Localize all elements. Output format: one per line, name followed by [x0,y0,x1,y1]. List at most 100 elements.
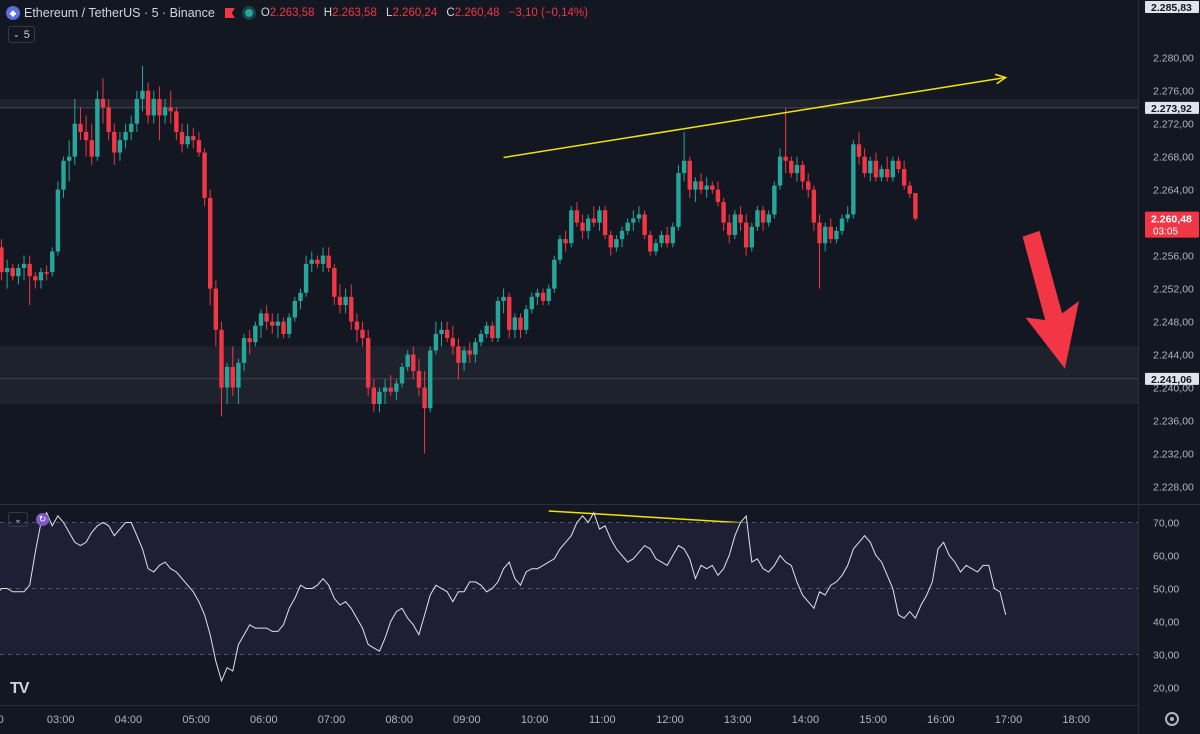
time-tick-label: 18:00 [1062,714,1090,726]
symbol-title[interactable]: Ethereum / TetherUS · 5 · Binance [24,6,215,20]
price-tick-label: 2.232,00 [1153,449,1194,461]
candle-body [806,181,811,190]
time-tick-label: 05:00 [182,714,210,726]
price-tick-label: 2.264,00 [1153,185,1194,197]
candle-body [614,239,619,248]
current-price-text: 2.260,48 [1151,214,1192,226]
candle-body [123,131,128,141]
open-value: 2.263,58 [269,7,315,19]
candle-body [557,239,563,260]
settings-gear-icon[interactable] [1165,712,1179,726]
candle-body [405,354,410,367]
candle-body [95,98,100,157]
candle-body [512,317,518,330]
price-label-support-text: 2.241,06 [1151,374,1192,386]
price-tick-label: 2.244,00 [1153,350,1194,362]
ethereum-icon: ◆ [6,6,20,20]
candle-body [247,338,252,343]
candle-body [856,144,862,157]
price-label-support: 2.241,06 [1145,372,1199,386]
price-zone-1 [0,346,1138,405]
flag-icon[interactable] [224,8,235,18]
chevron-down-icon[interactable]: ⌄ [8,512,28,527]
candle-body [33,276,38,281]
candle-body [659,235,664,244]
candle-body [428,350,433,409]
interval-toggle[interactable]: ⌄ 5 [8,26,35,43]
candle-body [326,255,331,268]
candle-body [834,230,839,240]
candle-body [540,292,546,301]
time-tick-label: 10:00 [521,714,549,726]
candle-body [399,366,405,384]
market-open-dot [244,9,253,17]
candle-body [55,189,61,252]
candle-body [546,288,551,301]
candle-body [811,189,817,223]
candle-body [636,214,642,219]
interval-badge: 5 [23,28,30,41]
candle-body [845,214,850,219]
candle-body [473,342,478,355]
price-tick-label: 2.236,00 [1153,416,1194,428]
rsi-panel [0,511,1138,683]
candle-body [61,160,66,190]
candle-body [693,181,698,190]
candle-body [664,235,670,244]
candle-body [715,189,721,203]
candle-body [676,173,681,227]
candle-body [495,300,501,339]
candle-body [721,202,726,223]
time-tick-label: 09:00 [453,714,481,726]
close-value: 2.260,48 [454,7,500,19]
candle-body [461,350,467,363]
candle-body [100,98,106,108]
candle-body [230,366,235,388]
candle-body [117,140,123,153]
candle-body [580,222,585,231]
candle-body [885,169,890,178]
candlestick-series [0,65,918,454]
candle-body [140,90,145,99]
candle-body [78,123,83,132]
candle-body [760,210,766,223]
candle-body [563,239,568,244]
candle-body [151,98,156,116]
candle-body [315,259,320,264]
candle-body [162,107,168,116]
candle-body [286,317,292,334]
price-label-support-bg [1145,372,1199,385]
price-label-top: 2.285,83 [1145,1,1199,14]
candle-body [411,354,416,372]
bearish-arrow-shape [1022,230,1080,369]
candle-body [569,210,574,244]
chevron-down-icon: ⌄ [13,30,20,39]
ohlc-values: O2.263,58 H2.263,58 L2.260,24 C2.260,48 … [260,7,588,19]
candle-body [670,226,676,244]
candle-body [800,164,805,182]
candle-body [907,185,912,194]
candle-body [185,136,190,145]
candle-body [552,259,557,289]
candle-body [913,193,918,219]
price-label-top-text: 2.285,83 [1151,2,1192,14]
countdown-text: 03:05 [1153,227,1178,238]
candle-body [0,247,4,273]
candle-body [202,152,207,198]
candle-body [839,218,845,231]
tradingview-logo[interactable]: TV [10,680,29,697]
candle-body [349,296,354,322]
candle-body [422,387,427,409]
low-value: 2.260,24 [392,7,438,19]
candle-body [343,296,348,306]
price-label-resistance: 2.273,92 [1145,101,1199,115]
candle-body [642,214,647,236]
candle-body [868,160,873,174]
candle-body [354,321,360,330]
indicator-icon[interactable]: ↻ [36,513,49,526]
time-tick-label: 12:00 [656,714,684,726]
candle-body [698,181,704,190]
candle-body [456,346,461,363]
